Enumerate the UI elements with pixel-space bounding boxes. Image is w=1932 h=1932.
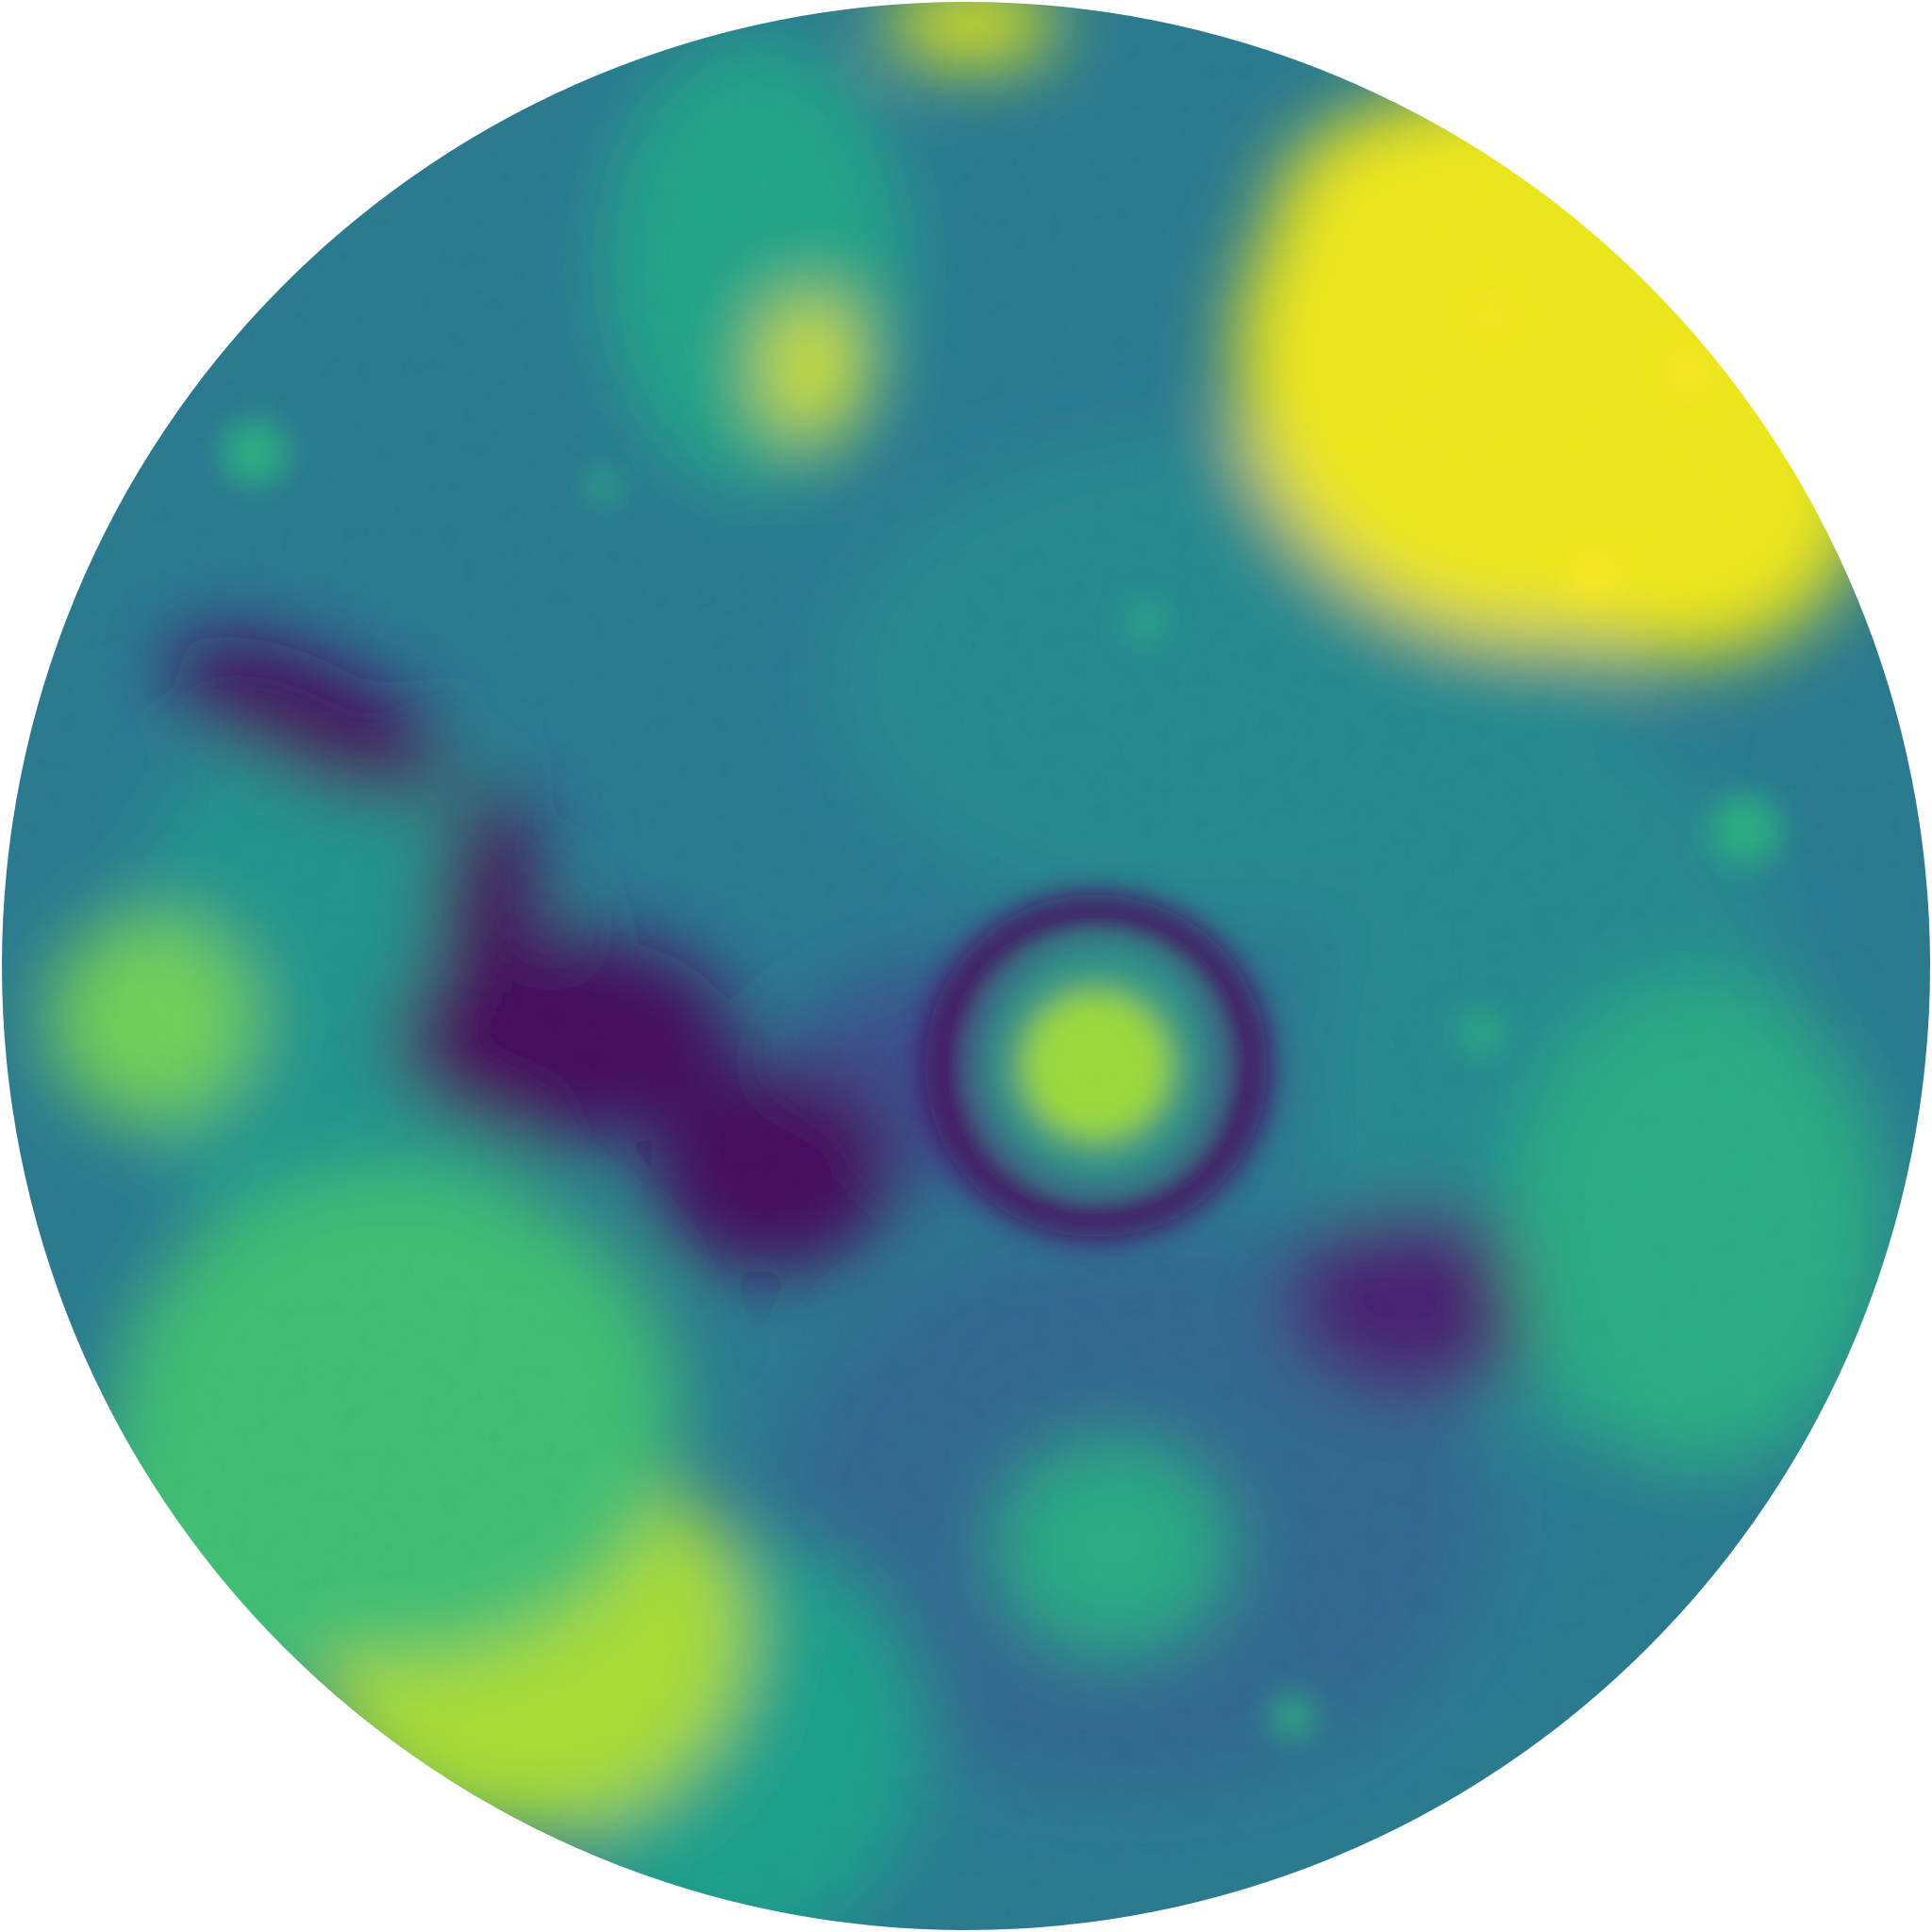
terrain-map[interactable] [0, 0, 1932, 1932]
map-disk [2, 2, 1930, 1930]
map-view[interactable] [0, 0, 1932, 1932]
terrain-texture-layer [2, 2, 1930, 1930]
